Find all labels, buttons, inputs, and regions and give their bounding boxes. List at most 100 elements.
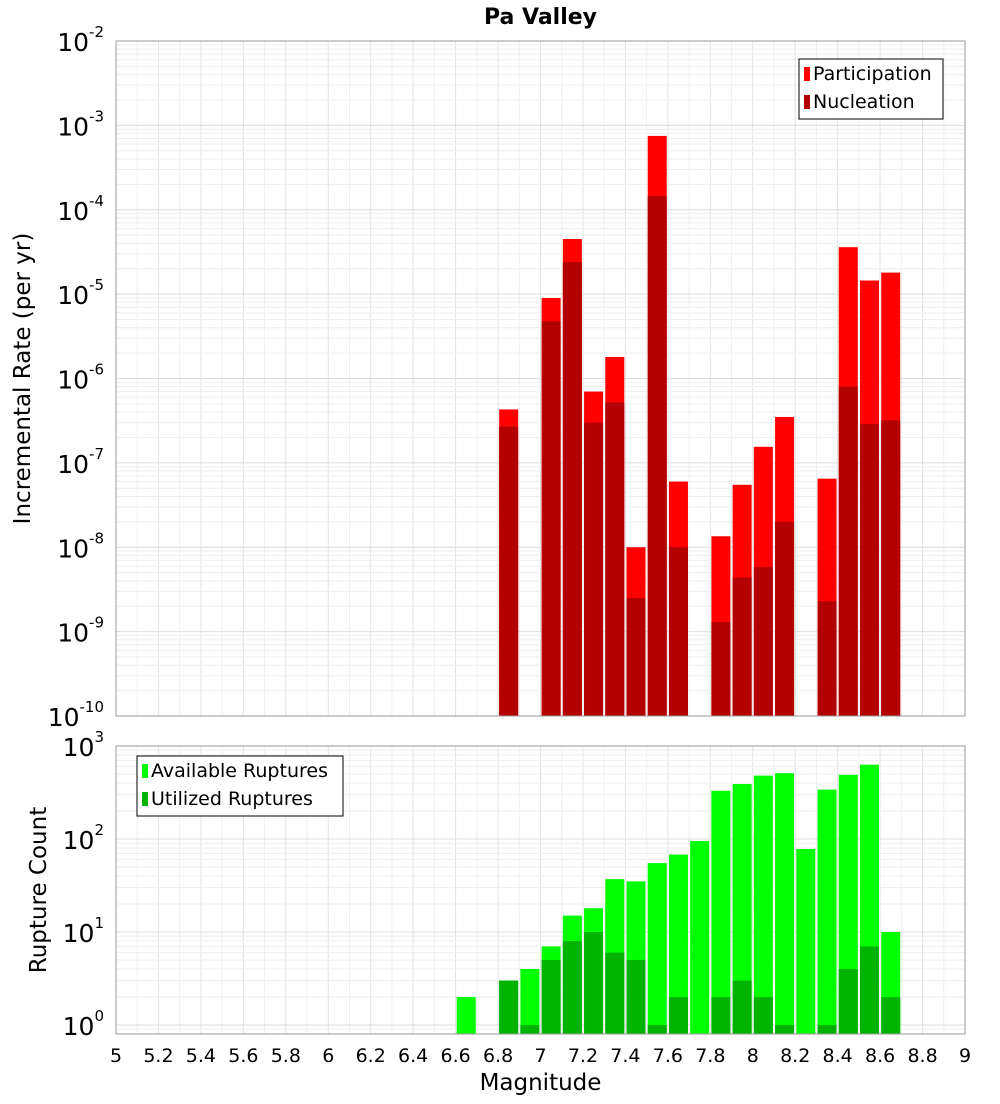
plot-border (115, 745, 966, 1035)
y-tick-label: 100 (63, 1007, 104, 1041)
bar-available-ruptures (711, 790, 731, 1034)
bar-nucleation (711, 622, 731, 716)
bar-utilized-ruptures (817, 1024, 837, 1034)
legend-swatch (804, 67, 810, 81)
x-tick-label: 6.6 (440, 1045, 470, 1067)
bar-utilized-ruptures (668, 996, 688, 1034)
bar-nucleation (584, 422, 604, 716)
x-tick-label: 7.2 (568, 1045, 598, 1067)
bar-available-ruptures (817, 789, 837, 1034)
bar-utilized-ruptures (753, 996, 773, 1034)
bar-available-ruptures (690, 841, 710, 1034)
x-tick-label: 5.2 (143, 1045, 173, 1067)
legend-box (136, 755, 344, 817)
x-tick-label: 5.6 (228, 1045, 258, 1067)
bar-utilized-ruptures (881, 996, 901, 1034)
x-tick-label: 6.8 (483, 1045, 513, 1067)
bar-nucleation (775, 521, 795, 716)
y-tick-label: 10-9 (57, 614, 104, 648)
x-tick-label: 6 (322, 1045, 334, 1067)
legend-label: Utilized Ruptures (151, 788, 313, 810)
y-axis-label: Rupture Count (26, 807, 52, 973)
bar-utilized-ruptures (859, 946, 879, 1034)
x-tick-label: 8.8 (907, 1045, 937, 1067)
bar-utilized-ruptures (775, 1024, 795, 1034)
bar-utilized-ruptures (605, 952, 625, 1034)
y-tick-label: 10-2 (57, 23, 104, 57)
plot-border (115, 40, 966, 717)
bar-available-ruptures (520, 968, 540, 1034)
bar-nucleation (626, 598, 646, 716)
legend: Available Ruptures Utilized Ruptures (136, 755, 344, 817)
bar-nucleation (562, 262, 582, 716)
bar-utilized-ruptures (711, 996, 731, 1034)
x-tick-label: 5.4 (186, 1045, 216, 1067)
legend-label: Participation (813, 63, 932, 85)
x-tick-label: 5 (110, 1045, 122, 1067)
bar-nucleation (817, 601, 837, 716)
legend-swatch (804, 95, 810, 109)
bar-utilized-ruptures (499, 980, 519, 1034)
x-tick-label: 7 (534, 1045, 546, 1067)
bar-nucleation (838, 386, 858, 716)
legend-swatch (142, 764, 148, 778)
bar-nucleation (605, 402, 625, 716)
y-tick-label: 10-7 (57, 445, 104, 479)
y-tick-label: 102 (63, 821, 104, 855)
x-tick-label: 8.2 (780, 1045, 810, 1067)
x-tick-label: 8 (747, 1045, 759, 1067)
rate-panel: 10-10 10-9 10-8 10-7 10-6 10-5 10-4 10-3 10-2 Inc… (10, 23, 966, 732)
x-tick-label: 7.6 (653, 1045, 683, 1067)
bar-available-ruptures (668, 854, 688, 1034)
y-tick-label: 10-3 (57, 107, 104, 141)
x-tick-label: 9 (959, 1045, 971, 1067)
x-tick-label: 7.8 (695, 1045, 725, 1067)
y-tick-label: 10-8 (57, 529, 104, 563)
y-tick-label: 10-5 (57, 276, 104, 310)
bar-nucleation (541, 321, 561, 716)
chart-title: Pa Valley (484, 5, 597, 30)
bar-available-ruptures (775, 773, 795, 1034)
bar-available-ruptures (732, 784, 752, 1034)
x-tick-label: 7.4 (610, 1045, 640, 1067)
bar-nucleation (753, 567, 773, 716)
x-tick-label: 8.4 (823, 1045, 853, 1067)
legend-box (798, 58, 944, 120)
bar-nucleation (668, 547, 688, 716)
y-tick-label: 10-10 (48, 698, 104, 732)
bar-utilized-ruptures (732, 980, 752, 1034)
bar-utilized-ruptures (541, 959, 561, 1034)
x-tick-label: 6.4 (398, 1045, 428, 1067)
bar-nucleation (732, 577, 752, 716)
bar-utilized-ruptures (838, 968, 858, 1034)
y-tick-label: 103 (63, 728, 104, 762)
y-tick-label: 101 (63, 914, 104, 948)
y-tick-label: 10-4 (57, 192, 104, 226)
bar-available-ruptures (456, 996, 476, 1034)
x-tick-label: 6.2 (356, 1045, 386, 1067)
bar-utilized-ruptures (520, 1024, 540, 1034)
x-axis-label: Magnitude (480, 1070, 602, 1096)
legend-swatch (142, 792, 148, 806)
legend-label: Nucleation (813, 91, 915, 113)
bar-utilized-ruptures (584, 931, 604, 1034)
bar-available-ruptures (796, 849, 816, 1034)
y-axis-label: Incremental Rate (per yr) (10, 233, 36, 525)
bar-available-ruptures (753, 775, 773, 1034)
bar-utilized-ruptures (562, 941, 582, 1034)
bar-nucleation (859, 423, 879, 716)
bar-utilized-ruptures (647, 1024, 667, 1034)
bar-utilized-ruptures (626, 959, 646, 1034)
y-tick-label: 10-6 (57, 361, 104, 395)
bar-nucleation (647, 196, 667, 716)
x-tick-label: 5.8 (271, 1045, 301, 1067)
legend-label: Available Ruptures (151, 760, 328, 782)
bar-available-ruptures (647, 863, 667, 1034)
bar-nucleation (499, 426, 519, 716)
count-panel: 100 101 102 103 Rupture Count Available Ruptu… (26, 728, 971, 1096)
bar-nucleation (881, 420, 901, 716)
legend: Participation Nucleation (798, 58, 944, 120)
x-tick-label: 8.6 (865, 1045, 895, 1067)
